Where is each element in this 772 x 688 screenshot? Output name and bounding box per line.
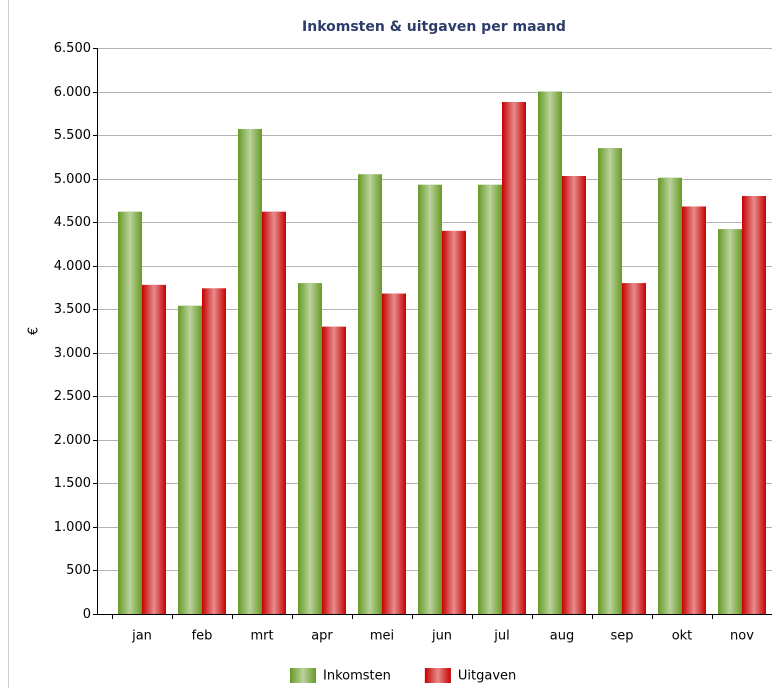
y-tick-label: 1.000 bbox=[54, 520, 91, 535]
bar-shine bbox=[418, 184, 442, 615]
bar-shine bbox=[658, 177, 682, 614]
x-tick-label: aug bbox=[550, 629, 574, 644]
bar-shine bbox=[298, 283, 322, 614]
bar-shine bbox=[262, 211, 286, 614]
bar-shine bbox=[118, 211, 142, 614]
y-tick-label: 2.500 bbox=[54, 389, 91, 404]
x-tick-label: sep bbox=[610, 629, 633, 644]
y-tick-label: 4.000 bbox=[54, 259, 91, 274]
y-tick-label: 6.000 bbox=[54, 85, 91, 100]
x-tick-label: jan bbox=[131, 629, 152, 644]
x-tick-label: mei bbox=[370, 629, 394, 644]
bar-shine bbox=[502, 101, 526, 615]
y-tick-label: 4.500 bbox=[54, 215, 91, 230]
y-tick-label: 5.500 bbox=[54, 128, 91, 143]
y-tick-label: 3.000 bbox=[54, 346, 91, 361]
bar-shine bbox=[442, 230, 466, 614]
bar-shine bbox=[682, 206, 706, 615]
y-tick-label: 500 bbox=[66, 563, 91, 578]
bar-shine bbox=[358, 174, 382, 614]
bar-shine bbox=[238, 128, 262, 614]
x-tick-label: nov bbox=[730, 629, 754, 644]
bar-shine bbox=[742, 196, 766, 614]
bar-shine bbox=[322, 326, 346, 614]
bar-shine bbox=[202, 288, 226, 614]
legend-label: Uitgaven bbox=[458, 669, 516, 684]
x-tick-label: feb bbox=[192, 629, 213, 644]
x-tick-label: mrt bbox=[250, 629, 273, 644]
y-axis-label: € bbox=[27, 327, 42, 335]
legend-swatch-shine bbox=[290, 668, 316, 683]
bar-shine bbox=[598, 148, 622, 614]
bar-shine bbox=[622, 283, 646, 614]
x-tick-label: okt bbox=[672, 629, 693, 644]
bar-shine bbox=[142, 284, 166, 614]
bar-shine bbox=[478, 184, 502, 615]
bar-shine bbox=[538, 91, 562, 615]
y-tick-label: 5.000 bbox=[54, 172, 91, 187]
bar-shine bbox=[562, 176, 586, 614]
bar-shine bbox=[178, 305, 202, 614]
x-tick-label: apr bbox=[311, 629, 333, 644]
legend-label: Inkomsten bbox=[323, 669, 391, 684]
bar-shine bbox=[718, 229, 742, 614]
y-tick-label: 1.500 bbox=[54, 476, 91, 491]
legend-swatch-shine bbox=[424, 668, 451, 683]
chart-title: Inkomsten & uitgaven per maand bbox=[302, 19, 566, 35]
bar-shine bbox=[382, 293, 406, 614]
y-tick-label: 3.500 bbox=[54, 302, 91, 317]
y-tick-label: 2.000 bbox=[54, 433, 91, 448]
y-tick-label: 6.500 bbox=[54, 41, 91, 56]
x-tick-label: jul bbox=[493, 629, 509, 644]
x-tick-label: jun bbox=[431, 629, 452, 644]
y-tick-label: 0 bbox=[83, 607, 91, 622]
